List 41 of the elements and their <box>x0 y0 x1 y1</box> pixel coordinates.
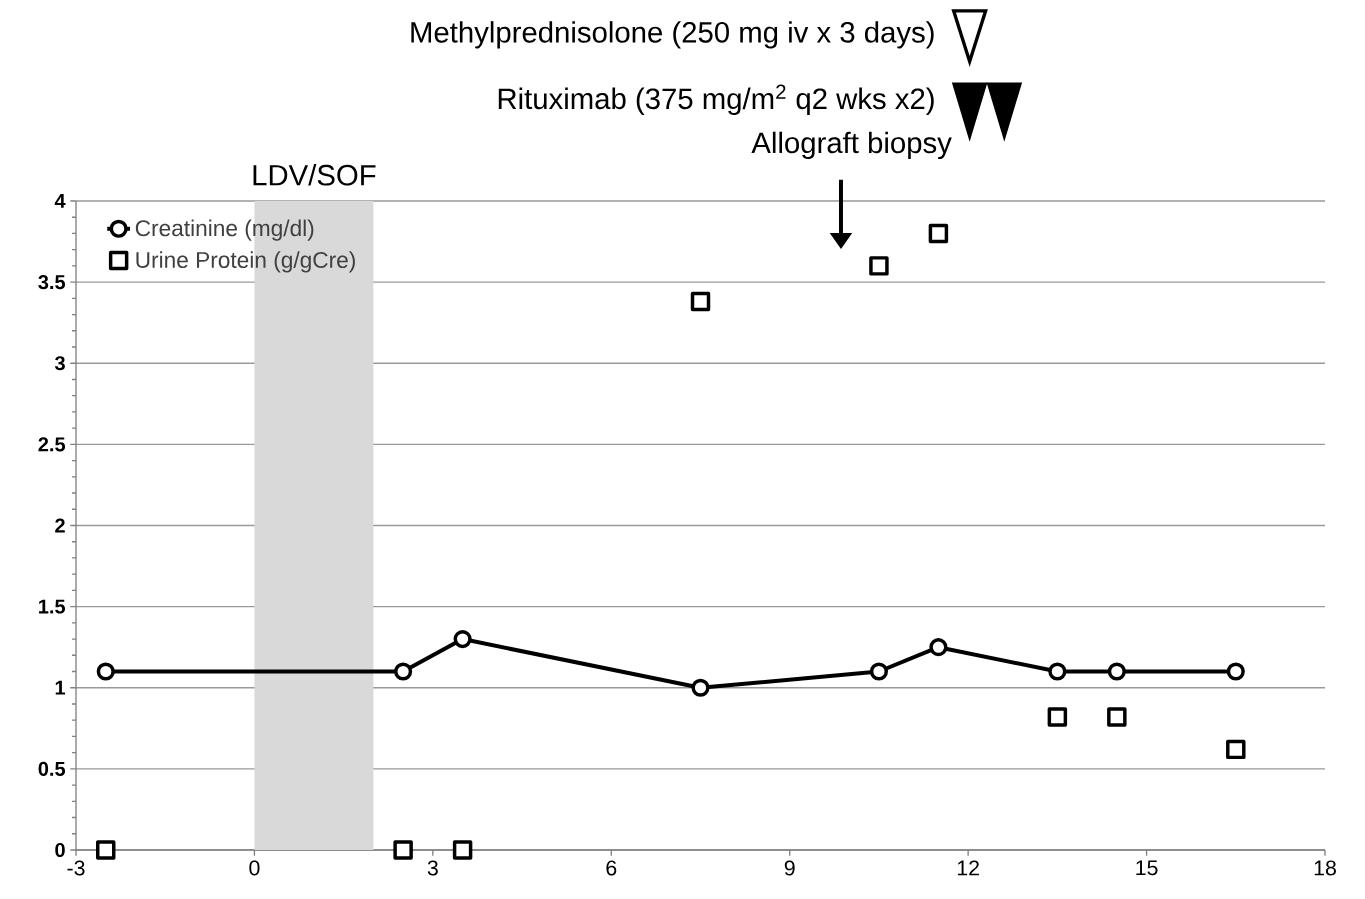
text: Rituximab (375 mg/m$^{2}$ q2 wks x2) <box>498 84 934 115</box>
point <box>1226 739 1246 760</box>
point <box>690 291 711 312</box>
x-tick-label: 15 <box>1136 860 1158 876</box>
point <box>1048 662 1067 681</box>
legend-label: Creatinine (mg/dl) <box>135 219 314 241</box>
point <box>96 662 115 681</box>
point <box>1107 707 1127 727</box>
point <box>1226 662 1245 681</box>
text: Allograft biopsy <box>751 131 952 160</box>
y-tick-label: 1 <box>55 680 66 695</box>
y-tick-label: 2 <box>55 518 65 533</box>
x-tick-label: 18 <box>1314 860 1336 876</box>
point <box>394 662 413 681</box>
x-tick-label: -3 <box>67 860 85 876</box>
point <box>691 678 710 697</box>
point <box>928 223 949 244</box>
x-tick-label: 9 <box>784 860 795 876</box>
x-tick-label: 6 <box>606 860 617 876</box>
y-tick-label: 0 <box>55 842 65 858</box>
point <box>452 840 473 860</box>
y-tick-label: 0.5 <box>38 761 66 776</box>
x-tick-label: 12 <box>957 860 979 876</box>
x-tick-label: 0 <box>249 860 260 876</box>
band-label: LDV/SOF <box>253 164 376 186</box>
point <box>1107 662 1126 681</box>
y-tick-label: 2.5 <box>38 437 66 452</box>
y-tick-label: 4 <box>54 194 66 208</box>
point <box>929 638 948 657</box>
legend-label: Urine Protein (g/gCre) <box>136 251 355 273</box>
y-tick-label: 1.5 <box>39 599 66 614</box>
point <box>96 840 116 860</box>
point <box>869 256 889 276</box>
y-tick-label: 3.5 <box>38 275 66 290</box>
y-tick-label: 3 <box>54 356 65 371</box>
x-tick-label: 3 <box>427 860 438 876</box>
point <box>869 662 889 681</box>
point <box>1047 707 1068 727</box>
text: Methylprednisolone (250 mg iv x 3 days) <box>411 21 934 49</box>
point <box>453 629 472 649</box>
point <box>393 840 413 860</box>
